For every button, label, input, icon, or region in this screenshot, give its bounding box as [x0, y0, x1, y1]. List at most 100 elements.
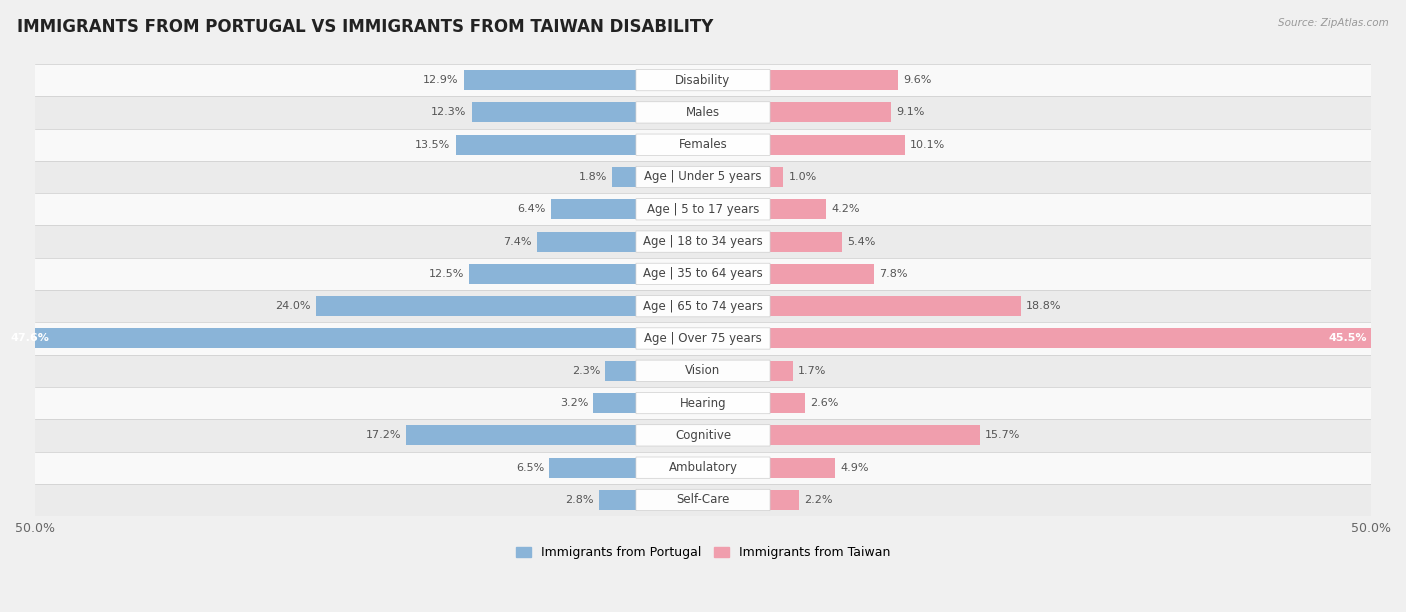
Text: 10.1%: 10.1% [910, 140, 945, 150]
Text: 2.8%: 2.8% [565, 495, 593, 505]
Text: 47.6%: 47.6% [11, 334, 49, 343]
Bar [472, 102, 636, 122]
Bar [599, 490, 636, 510]
Text: 2.6%: 2.6% [810, 398, 838, 408]
Text: Females: Females [679, 138, 727, 151]
Bar [770, 296, 1021, 316]
Text: 2.3%: 2.3% [572, 366, 600, 376]
Bar [770, 135, 904, 155]
FancyBboxPatch shape [636, 231, 770, 252]
Text: Males: Males [686, 106, 720, 119]
Text: 1.0%: 1.0% [789, 172, 817, 182]
Bar [35, 452, 1371, 484]
Text: 9.6%: 9.6% [904, 75, 932, 85]
Bar [770, 490, 799, 510]
Bar [770, 264, 875, 284]
Text: 6.5%: 6.5% [516, 463, 544, 472]
Text: Hearing: Hearing [679, 397, 727, 409]
Bar [770, 70, 898, 90]
Text: 15.7%: 15.7% [984, 430, 1021, 441]
Bar [456, 135, 636, 155]
Text: Vision: Vision [685, 364, 721, 377]
Text: 12.5%: 12.5% [429, 269, 464, 279]
Bar [35, 64, 1371, 96]
FancyBboxPatch shape [636, 199, 770, 220]
FancyBboxPatch shape [636, 134, 770, 155]
Bar [770, 360, 793, 381]
FancyBboxPatch shape [636, 490, 770, 510]
Bar [406, 425, 636, 446]
Text: 4.2%: 4.2% [831, 204, 859, 214]
Text: IMMIGRANTS FROM PORTUGAL VS IMMIGRANTS FROM TAIWAN DISABILITY: IMMIGRANTS FROM PORTUGAL VS IMMIGRANTS F… [17, 18, 713, 36]
Bar [35, 96, 1371, 129]
Text: 18.8%: 18.8% [1026, 301, 1062, 311]
Bar [35, 161, 1371, 193]
Text: 7.8%: 7.8% [879, 269, 908, 279]
Text: 4.9%: 4.9% [841, 463, 869, 472]
Bar [464, 70, 636, 90]
Text: 17.2%: 17.2% [366, 430, 401, 441]
Bar [35, 354, 1371, 387]
Bar [35, 225, 1371, 258]
Bar [35, 258, 1371, 290]
Text: Age | 65 to 74 years: Age | 65 to 74 years [643, 300, 763, 313]
Text: 5.4%: 5.4% [848, 237, 876, 247]
Text: 1.7%: 1.7% [797, 366, 827, 376]
Bar [35, 193, 1371, 225]
FancyBboxPatch shape [636, 328, 770, 349]
Text: 2.2%: 2.2% [804, 495, 832, 505]
Text: Disability: Disability [675, 73, 731, 87]
Bar [606, 360, 636, 381]
Bar [550, 458, 636, 478]
Text: 6.4%: 6.4% [517, 204, 546, 214]
Text: 12.9%: 12.9% [423, 75, 458, 85]
FancyBboxPatch shape [636, 263, 770, 285]
Text: 7.4%: 7.4% [503, 237, 531, 247]
Text: Age | Under 5 years: Age | Under 5 years [644, 171, 762, 184]
FancyBboxPatch shape [636, 296, 770, 317]
FancyBboxPatch shape [636, 102, 770, 123]
Bar [770, 393, 804, 413]
Text: 45.5%: 45.5% [1329, 334, 1367, 343]
Text: Source: ZipAtlas.com: Source: ZipAtlas.com [1278, 18, 1389, 28]
FancyBboxPatch shape [636, 69, 770, 91]
Bar [470, 264, 636, 284]
Bar [770, 102, 891, 122]
Text: Ambulatory: Ambulatory [668, 461, 738, 474]
FancyBboxPatch shape [636, 392, 770, 414]
Text: Age | 35 to 64 years: Age | 35 to 64 years [643, 267, 763, 280]
Bar [770, 231, 842, 252]
Text: 13.5%: 13.5% [415, 140, 450, 150]
Text: 24.0%: 24.0% [274, 301, 311, 311]
Legend: Immigrants from Portugal, Immigrants from Taiwan: Immigrants from Portugal, Immigrants fro… [510, 541, 896, 564]
Text: Age | Over 75 years: Age | Over 75 years [644, 332, 762, 345]
FancyBboxPatch shape [636, 166, 770, 188]
Text: Age | 18 to 34 years: Age | 18 to 34 years [643, 235, 763, 248]
Text: 12.3%: 12.3% [432, 107, 467, 118]
Bar [35, 387, 1371, 419]
FancyBboxPatch shape [636, 360, 770, 381]
Text: Age | 5 to 17 years: Age | 5 to 17 years [647, 203, 759, 216]
Bar [35, 290, 1371, 323]
Bar [612, 167, 636, 187]
Bar [770, 425, 980, 446]
Bar [551, 200, 636, 219]
Text: Cognitive: Cognitive [675, 429, 731, 442]
FancyBboxPatch shape [636, 425, 770, 446]
Bar [0, 329, 636, 348]
Bar [770, 200, 825, 219]
Bar [35, 129, 1371, 161]
Bar [770, 329, 1378, 348]
Bar [593, 393, 636, 413]
Text: 3.2%: 3.2% [560, 398, 588, 408]
Text: 1.8%: 1.8% [578, 172, 607, 182]
Bar [537, 231, 636, 252]
Text: Self-Care: Self-Care [676, 493, 730, 507]
Bar [315, 296, 636, 316]
FancyBboxPatch shape [636, 457, 770, 479]
Bar [35, 323, 1371, 354]
Text: 9.1%: 9.1% [897, 107, 925, 118]
Bar [35, 419, 1371, 452]
Bar [770, 167, 783, 187]
Bar [770, 458, 835, 478]
